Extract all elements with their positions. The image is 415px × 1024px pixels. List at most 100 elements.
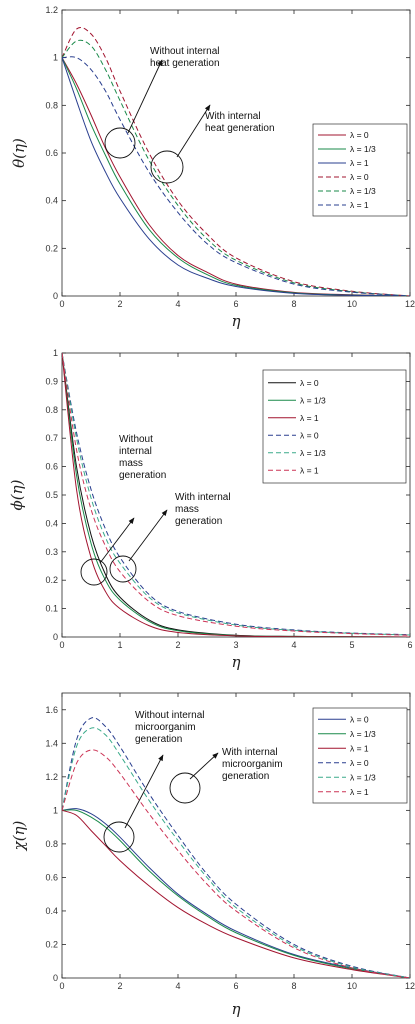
legend-box [312,707,408,804]
y-tick-label: 0.7 [45,433,58,443]
x-tick-label: 2 [175,640,180,650]
legend-entry: λ = 1/3 [350,186,376,196]
x-tick-label: 12 [405,981,415,991]
legend-entry: λ = 1 [350,787,369,797]
annotation-arrow [127,59,163,134]
x-tick-label: 1 [117,640,122,650]
x-tick-label: 0 [59,299,64,309]
annotation-text-1: Without internal heat generation [150,46,220,69]
legend-entry: λ = 0 [350,758,369,768]
y-tick-label: 1 [53,805,58,815]
series-line-6 [62,749,410,978]
series-line-3 [62,57,410,296]
annotation-text-1: Without internal mass generation [119,434,166,481]
x-axis-label: η [232,312,241,330]
series-line-5 [62,353,410,636]
series-line-2 [62,809,410,978]
series-line-4 [62,717,410,978]
legend: λ = 0 λ = 1/3 λ = 1 λ = 0 λ = 1/3 λ = 1 [312,707,408,804]
y-tick-label: 0.6 [45,462,58,472]
x-tick-label: 0 [59,981,64,991]
y-tick-label: 0 [53,632,58,642]
y-tick-label: 1.4 [45,738,58,748]
y-tick-label: 0.5 [45,490,58,500]
legend-entry: λ = 0 [350,172,369,182]
x-tick-label: 4 [175,981,180,991]
legend-entry: λ = 1/3 [300,448,326,458]
legend-entry: λ = 0 [300,430,319,440]
series-line-3 [62,353,410,637]
y-tick-label: 0.8 [45,100,58,110]
y-tick-label: 0 [53,973,58,983]
annotation-arrow [189,752,219,780]
series-line-4 [62,26,410,296]
annotation-arrow [124,754,164,829]
legend-entry: λ = 1 [350,200,369,210]
legend-entry: λ = 0 [300,378,319,388]
y-tick-label: 0.4 [45,906,58,916]
legend: λ = 0 λ = 1/3 λ = 1 λ = 0 λ = 1/3 λ = 1 [312,123,408,217]
annotation-circle [104,127,136,159]
x-tick-label: 2 [117,299,122,309]
y-tick-label: 0.4 [45,518,58,528]
annotation-circle [103,821,135,853]
legend-entry: λ = 1/3 [350,772,376,782]
x-tick-label: 6 [407,640,412,650]
chart-3: 0 2 4 6 8 10 12 0 0.2 0.4 0.6 0.8 1 1.2 1.4 1.6 η χ(η) Wit… [10,692,415,1018]
y-tick-label: 0.9 [45,376,58,386]
y-tick-label: 1 [53,53,58,63]
legend-entry: λ = 1/3 [350,729,376,739]
annotation-text-2: With internal mass generation [175,492,231,527]
annotation-text-2: With internal microorganim generation [222,747,283,782]
y-axis-label: θ(η) [10,138,28,168]
y-tick-label: 0.2 [45,575,58,585]
y-axis-label: ϕ(η) [8,479,26,510]
x-tick-label: 4 [291,640,296,650]
y-tick-label: 0.2 [45,939,58,949]
legend-entry: λ = 1 [300,465,319,475]
series-line-3 [62,809,410,978]
y-tick-label: 0.6 [45,148,58,158]
legend-entry: λ = 0 [350,130,369,140]
annotation-text-1: Without internal microorganim generation [135,710,204,745]
x-tick-label: 2 [117,981,122,991]
annotation-circle [169,772,201,804]
legend-entry: λ = 0 [350,714,369,724]
y-tick-label: 0.8 [45,839,58,849]
x-tick-label: 5 [349,640,354,650]
series-line-6 [62,56,410,296]
legend-entry: λ = 1 [350,743,369,753]
annotation-circle [150,150,184,184]
y-tick-label: 0.8 [45,405,58,415]
x-tick-label: 6 [233,981,238,991]
series-line-4 [62,353,410,636]
x-tick-label: 8 [291,299,296,309]
y-tick-label: 0 [53,291,58,301]
x-tick-label: 3 [233,640,238,650]
annotation-circle [80,558,108,586]
annotation-arrow [176,104,211,158]
legend-entry: λ = 1/3 [300,395,326,405]
annotation-circle [109,555,137,583]
legend: λ = 0 λ = 1/3 λ = 1 λ = 0 λ = 1/3 λ = 1 [262,369,407,484]
legend-entry: λ = 1 [350,158,369,168]
y-tick-label: 1 [53,348,58,358]
y-tick-label: 0.4 [45,196,58,206]
chart-1: 0 2 4 6 8 10 12 0 0.2 0.4 0.6 0.8 1 1.2 η θ(η) Without i… [10,5,415,330]
x-tick-label: 12 [405,299,415,309]
series-line-6 [62,353,410,636]
y-tick-label: 0.1 [45,604,58,614]
legend-box [262,369,407,484]
x-tick-label: 10 [347,981,357,991]
x-axis-label: η [232,1000,241,1018]
y-tick-label: 0.3 [45,547,58,557]
annotation-arrow [99,517,135,564]
y-tick-label: 1.2 [45,5,58,15]
annotation-arrow [128,509,168,562]
y-tick-label: 1.2 [45,772,58,782]
legend-entry: λ = 1/3 [350,144,376,154]
series-line-1 [62,808,410,978]
y-tick-label: 0.6 [45,872,58,882]
chart-2: 0 1 2 3 4 5 6 0 0.1 0.2 0.3 0.4 0.5 0.6 0.7 0.8 0.9 1 η ϕ(η… [8,348,413,671]
